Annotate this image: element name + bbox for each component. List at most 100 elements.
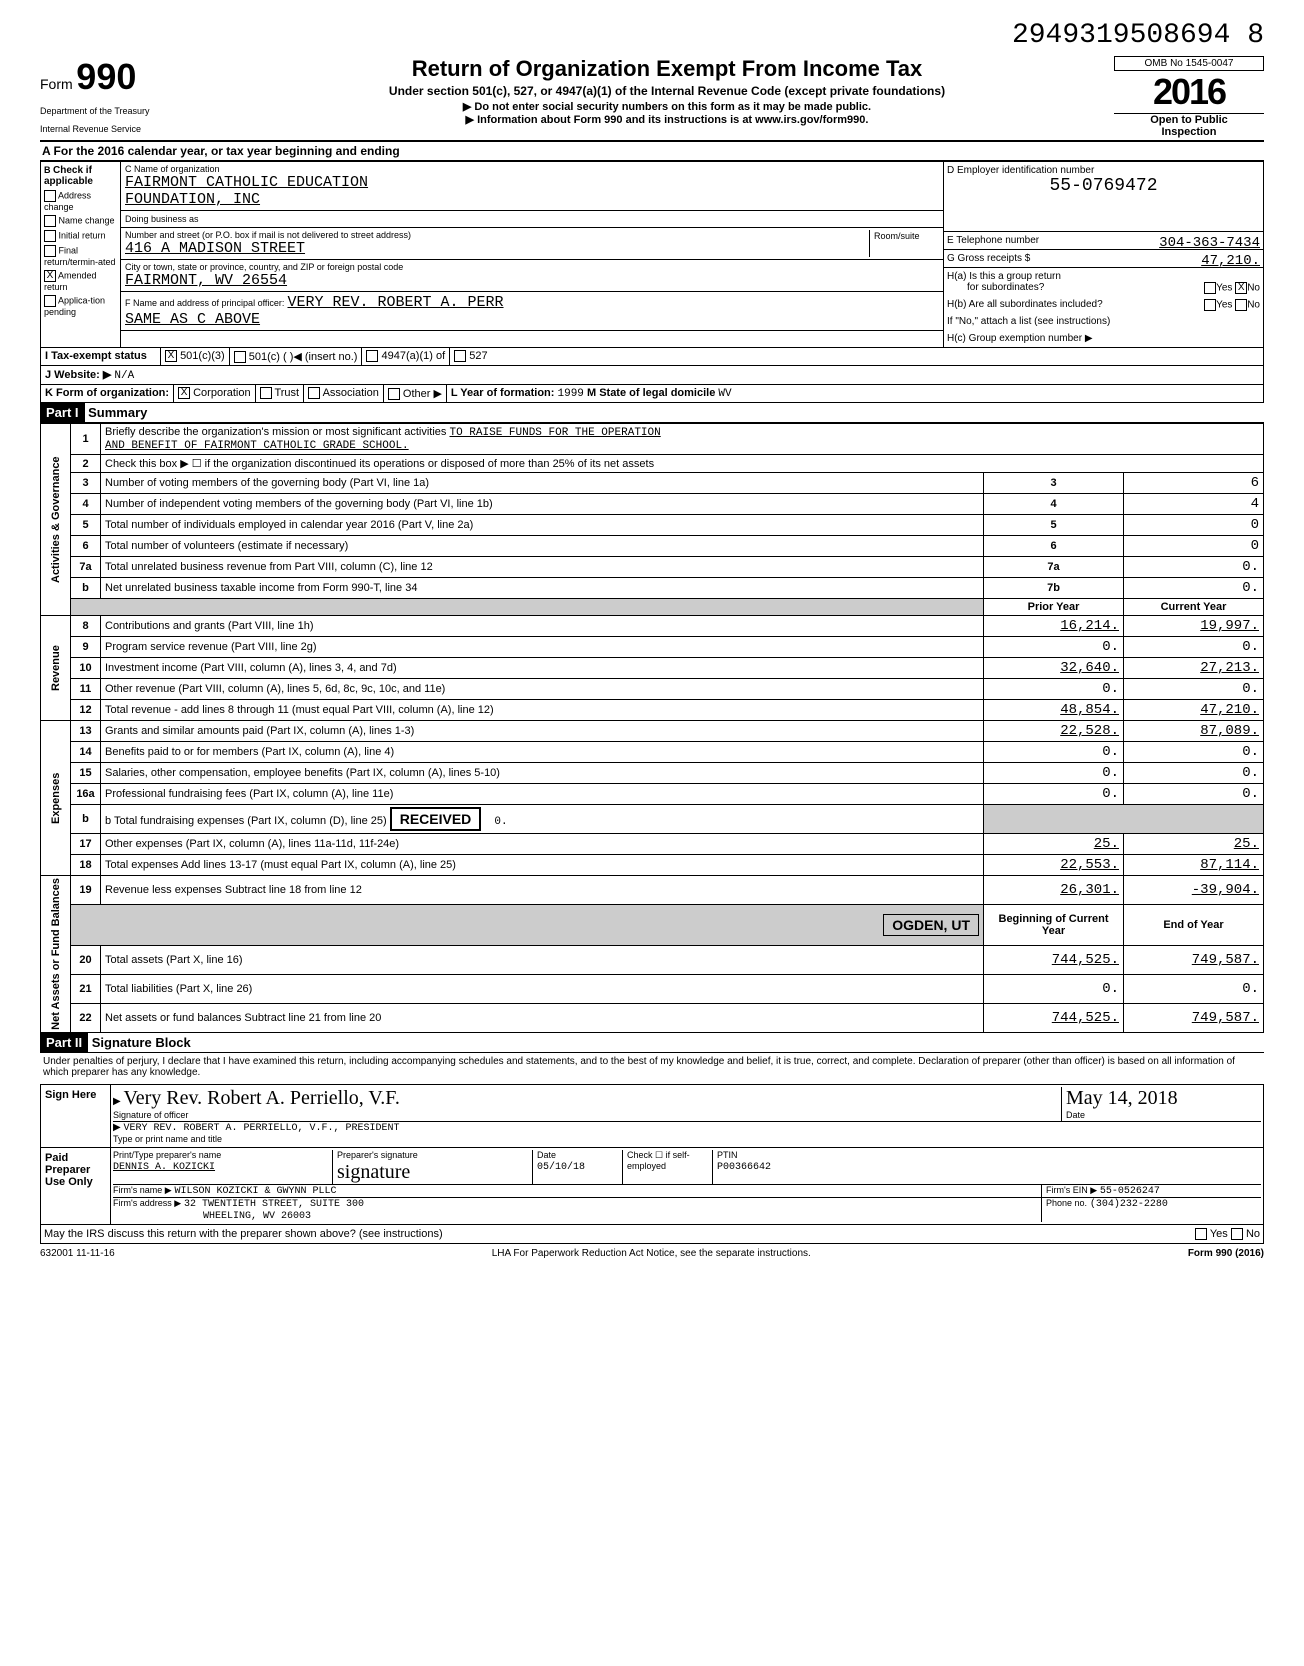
row21-py: 0.	[984, 974, 1124, 1003]
other-checkbox[interactable]	[388, 388, 400, 400]
j-value: N/A	[114, 370, 134, 382]
row12-py: 48,854.	[984, 700, 1124, 721]
line4-box: 4	[984, 494, 1124, 515]
address-change-checkbox[interactable]	[44, 190, 56, 202]
row21-n: 21	[71, 974, 101, 1003]
ha-no-checkbox[interactable]: X	[1235, 282, 1247, 294]
row20-label: Total assets (Part X, line 16)	[101, 945, 984, 974]
row17-label: Other expenses (Part IX, column (A), lin…	[101, 834, 984, 855]
preparer-signature: signature	[337, 1161, 410, 1183]
row15-py: 0.	[984, 763, 1124, 784]
omb-number: OMB No 1545-0047	[1114, 56, 1264, 71]
preparer-name-label: Print/Type preparer's name	[113, 1150, 221, 1160]
line2: Check this box ▶ ☐ if the organization d…	[101, 455, 1264, 473]
part2-header: Part II	[40, 1033, 88, 1052]
ptin-value: P00366642	[717, 1162, 771, 1173]
application-pending-checkbox[interactable]	[44, 295, 56, 307]
sign-date: May 14, 2018	[1066, 1087, 1178, 1109]
name-change-checkbox[interactable]	[44, 215, 56, 227]
line7a-val: 0.	[1124, 557, 1264, 578]
check-if-label: Check if applicable	[44, 165, 93, 187]
line4-val: 4	[1124, 494, 1264, 515]
part2-title: Signature Block	[92, 1035, 191, 1050]
corp-checkbox[interactable]: X	[178, 387, 190, 399]
info-notice: ▶ Information about Form 990 and its ins…	[230, 113, 1104, 126]
row16a-py: 0.	[984, 784, 1124, 805]
i-label: I Tax-exempt status	[45, 350, 147, 362]
ha-yes-label: Yes	[1216, 283, 1232, 294]
form-title: Return of Organization Exempt From Incom…	[230, 56, 1104, 82]
trust-label: Trust	[274, 387, 299, 399]
line6: Total number of volunteers (estimate if …	[101, 536, 984, 557]
row11-cy: 0.	[1124, 679, 1264, 700]
row9-label: Program service revenue (Part VIII, line…	[101, 637, 984, 658]
initial-return-checkbox[interactable]	[44, 230, 56, 242]
row22-n: 22	[71, 1003, 101, 1032]
open-label: Open to Public	[1150, 114, 1228, 126]
501c-checkbox[interactable]	[234, 351, 246, 363]
row18-py: 22,553.	[984, 855, 1124, 876]
501c3-label: 501(c)(3)	[180, 350, 225, 362]
line1-label: Briefly describe the organization's miss…	[105, 426, 446, 438]
part1-title: Summary	[88, 405, 147, 420]
row13-py: 22,528.	[984, 721, 1124, 742]
firm-addr2: WHEELING, WV 26003	[203, 1211, 311, 1222]
row11-label: Other revenue (Part VIII, column (A), li…	[101, 679, 984, 700]
page-footer: 632001 11-11-16 LHA For Paperwork Reduct…	[40, 1248, 1264, 1259]
row18-n: 18	[71, 855, 101, 876]
row16a-cy: 0.	[1124, 784, 1264, 805]
officer-signature: Very Rev. Robert A. Perriello, V.F.	[123, 1087, 399, 1109]
ha-label: H(a) Is this a group return	[947, 271, 1061, 282]
assoc-label: Association	[323, 387, 379, 399]
side-net-assets: Net Assets or Fund Balances	[41, 876, 71, 1033]
discuss-no-checkbox[interactable]	[1231, 1228, 1243, 1240]
line16b-val: 0.	[494, 816, 507, 828]
row19-cy: -39,904.	[1124, 876, 1264, 905]
dept-irs: Internal Revenue Service	[40, 124, 220, 134]
line7a: Total unrelated business revenue from Pa…	[101, 557, 984, 578]
4947-checkbox[interactable]	[366, 350, 378, 362]
assoc-checkbox[interactable]	[308, 387, 320, 399]
line1-cont: AND BENEFIT OF FAIRMONT CATHOLIC GRADE S…	[105, 440, 409, 452]
paid-preparer-label: Paid Preparer Use Only	[41, 1148, 111, 1224]
street-value: 416 A MADISON STREET	[125, 240, 869, 257]
gross-value: 47,210.	[1201, 253, 1260, 269]
row15-cy: 0.	[1124, 763, 1264, 784]
final-return-checkbox[interactable]	[44, 245, 56, 257]
discuss-yes-checkbox[interactable]	[1195, 1228, 1207, 1240]
amended-return-checkbox[interactable]: X	[44, 270, 56, 282]
current-year-header: Current Year	[1124, 599, 1264, 616]
row14-label: Benefits paid to or for members (Part IX…	[101, 742, 984, 763]
row19-label: Revenue less expenses Subtract line 18 f…	[101, 876, 984, 905]
tax-exempt-status-row: I Tax-exempt status X 501(c)(3) 501(c) (…	[40, 348, 1264, 366]
row13-n: 13	[71, 721, 101, 742]
row20-py: 744,525.	[984, 945, 1124, 974]
hb-no-checkbox[interactable]	[1235, 299, 1247, 311]
firm-name: WILSON KOZICKI & GWYNN PLLC	[174, 1186, 336, 1197]
line-1-num: 1	[71, 424, 101, 455]
527-checkbox[interactable]	[454, 350, 466, 362]
row22-py: 744,525.	[984, 1003, 1124, 1032]
row19-py: 26,301.	[984, 876, 1124, 905]
row20-cy: 749,587.	[1124, 945, 1264, 974]
org-form-row: K Form of organization: X Corporation Tr…	[40, 385, 1264, 403]
form-number: 990	[76, 56, 136, 97]
row10-cy: 27,213.	[1124, 658, 1264, 679]
row18-cy: 87,114.	[1124, 855, 1264, 876]
discuss-no: No	[1246, 1228, 1260, 1240]
501c3-checkbox[interactable]: X	[165, 350, 177, 362]
summary-table: Activities & Governance 1 Briefly descri…	[40, 423, 1264, 1033]
row16a-label: Professional fundraising fees (Part IX, …	[101, 784, 984, 805]
ha-yes-checkbox[interactable]	[1204, 282, 1216, 294]
row8-label: Contributions and grants (Part VIII, lin…	[101, 616, 984, 637]
footer-left: 632001 11-11-16	[40, 1248, 115, 1259]
hb-yes-checkbox[interactable]	[1204, 299, 1216, 311]
row9-cy: 0.	[1124, 637, 1264, 658]
row18-label: Total expenses Add lines 13-17 (must equ…	[101, 855, 984, 876]
form-subtitle: Under section 501(c), 527, or 4947(a)(1)…	[230, 84, 1104, 98]
ogden-stamp: OGDEN, UT	[883, 914, 979, 936]
trust-checkbox[interactable]	[260, 387, 272, 399]
hb-label: H(b) Are all subordinates included?	[947, 299, 1103, 310]
firm-ein: 55-0526247	[1100, 1186, 1160, 1197]
footer-right: Form 990 (2016)	[1188, 1248, 1264, 1259]
